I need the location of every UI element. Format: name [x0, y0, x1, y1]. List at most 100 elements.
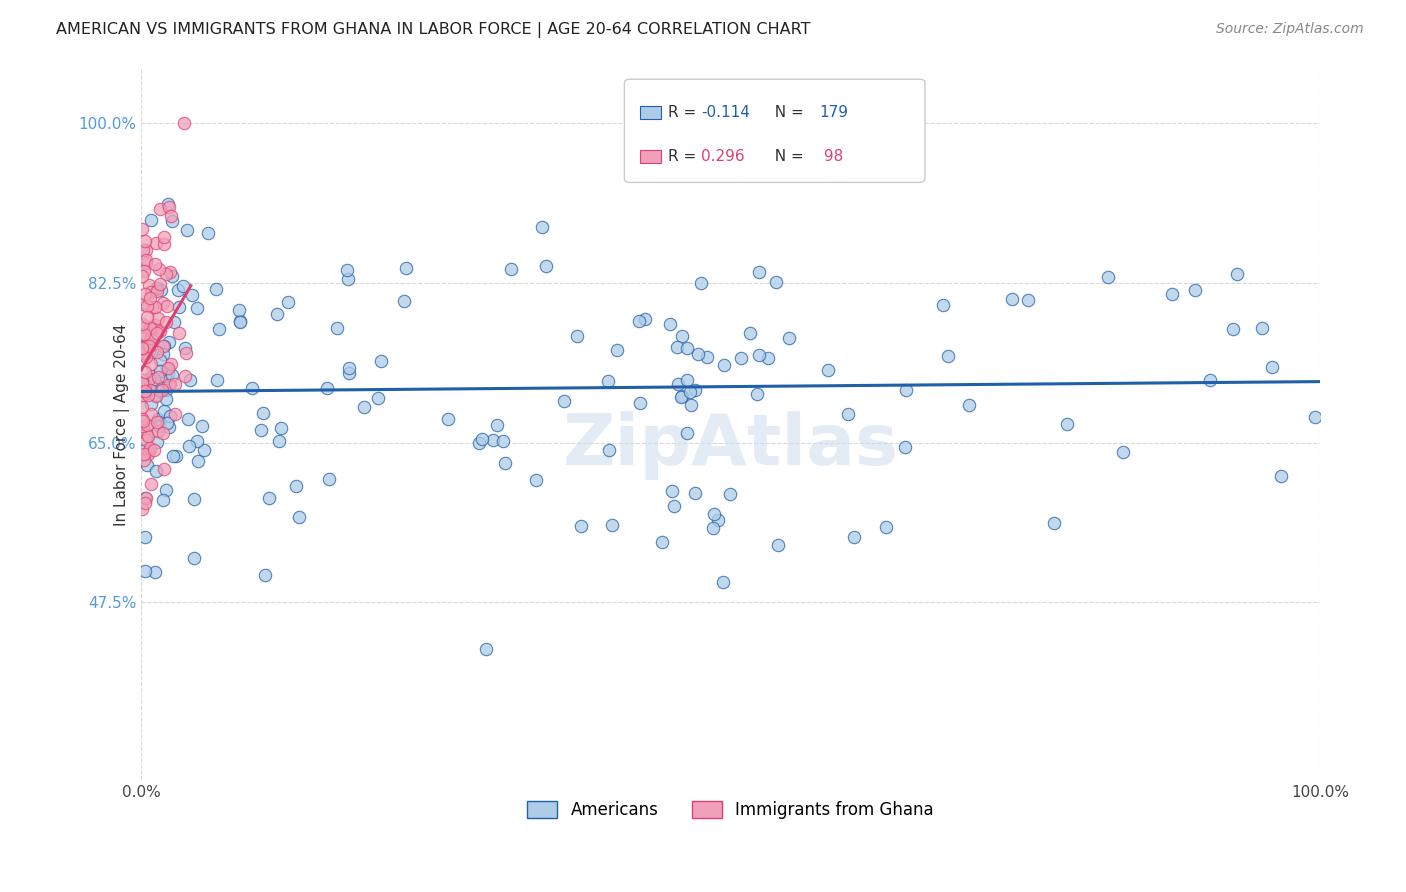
- Point: [153, 229, 176, 244]
- Point: [162, 449, 184, 463]
- Point: [186, 434, 208, 448]
- Point: [437, 412, 460, 426]
- Point: [159, 265, 181, 279]
- Point: [143, 442, 166, 457]
- Point: [730, 351, 752, 365]
- Point: [370, 353, 392, 368]
- Point: [148, 418, 170, 433]
- Point: [598, 442, 620, 457]
- Point: [337, 272, 360, 286]
- Text: 0.296: 0.296: [702, 149, 745, 164]
- Point: [146, 284, 169, 298]
- Point: [675, 341, 697, 355]
- Point: [157, 334, 180, 349]
- Point: [135, 299, 157, 313]
- Point: [134, 384, 156, 398]
- Point: [131, 222, 153, 236]
- Point: [530, 220, 553, 235]
- Point: [176, 346, 198, 360]
- Point: [186, 301, 208, 316]
- Point: [471, 433, 494, 447]
- Point: [135, 351, 157, 365]
- Point: [567, 329, 589, 343]
- Point: [145, 236, 167, 251]
- Point: [132, 419, 155, 434]
- Point: [534, 259, 557, 273]
- Point: [689, 277, 711, 291]
- Point: [628, 314, 651, 328]
- Point: [738, 326, 761, 340]
- Point: [630, 396, 652, 410]
- Point: [172, 279, 194, 293]
- Point: [152, 461, 174, 475]
- Point: [229, 316, 252, 330]
- Point: [1222, 322, 1244, 336]
- Point: [131, 401, 153, 415]
- Point: [146, 326, 169, 340]
- Point: [155, 392, 177, 406]
- Point: [250, 423, 273, 437]
- Point: [135, 256, 157, 270]
- Point: [174, 341, 197, 355]
- Point: [837, 407, 859, 421]
- Point: [160, 268, 183, 283]
- Point: [179, 373, 201, 387]
- Point: [713, 574, 735, 589]
- Point: [197, 226, 219, 240]
- Point: [688, 347, 710, 361]
- Point: [135, 253, 157, 268]
- Point: [132, 327, 155, 342]
- Point: [167, 284, 190, 298]
- Point: [659, 317, 682, 331]
- Point: [141, 300, 163, 314]
- Point: [160, 368, 183, 383]
- Point: [707, 513, 730, 527]
- Point: [148, 262, 170, 277]
- Point: [138, 443, 160, 458]
- Point: [395, 261, 418, 276]
- Point: [174, 369, 197, 384]
- Point: [139, 285, 162, 299]
- Point: [765, 276, 787, 290]
- Bar: [640, 150, 661, 163]
- Point: [240, 381, 263, 395]
- Point: [165, 377, 187, 392]
- Point: [270, 421, 292, 435]
- Point: [1097, 270, 1119, 285]
- Point: [1043, 516, 1066, 530]
- Point: [157, 420, 180, 434]
- Point: [143, 301, 166, 315]
- Point: [1017, 293, 1039, 307]
- Point: [143, 256, 166, 270]
- Point: [135, 433, 157, 447]
- Point: [1251, 320, 1274, 334]
- Point: [167, 326, 190, 341]
- Point: [713, 358, 735, 372]
- Point: [1303, 409, 1326, 424]
- Point: [839, 161, 862, 175]
- Point: [136, 447, 159, 461]
- Point: [758, 351, 780, 365]
- Point: [524, 473, 547, 487]
- Point: [156, 362, 179, 376]
- Text: R =: R =: [668, 149, 702, 164]
- Point: [1056, 417, 1078, 431]
- Point: [136, 310, 159, 324]
- Point: [149, 364, 172, 378]
- Point: [139, 476, 162, 491]
- Point: [183, 491, 205, 506]
- Point: [485, 417, 508, 432]
- Point: [149, 324, 172, 338]
- Point: [138, 339, 160, 353]
- Point: [145, 378, 167, 392]
- Point: [394, 293, 416, 308]
- Point: [671, 389, 693, 403]
- Point: [661, 483, 683, 498]
- Point: [134, 447, 156, 461]
- Point: [134, 378, 156, 392]
- Text: 179: 179: [818, 104, 848, 120]
- Point: [336, 263, 359, 277]
- Point: [718, 487, 741, 501]
- Point: [748, 265, 770, 279]
- Point: [1001, 292, 1024, 306]
